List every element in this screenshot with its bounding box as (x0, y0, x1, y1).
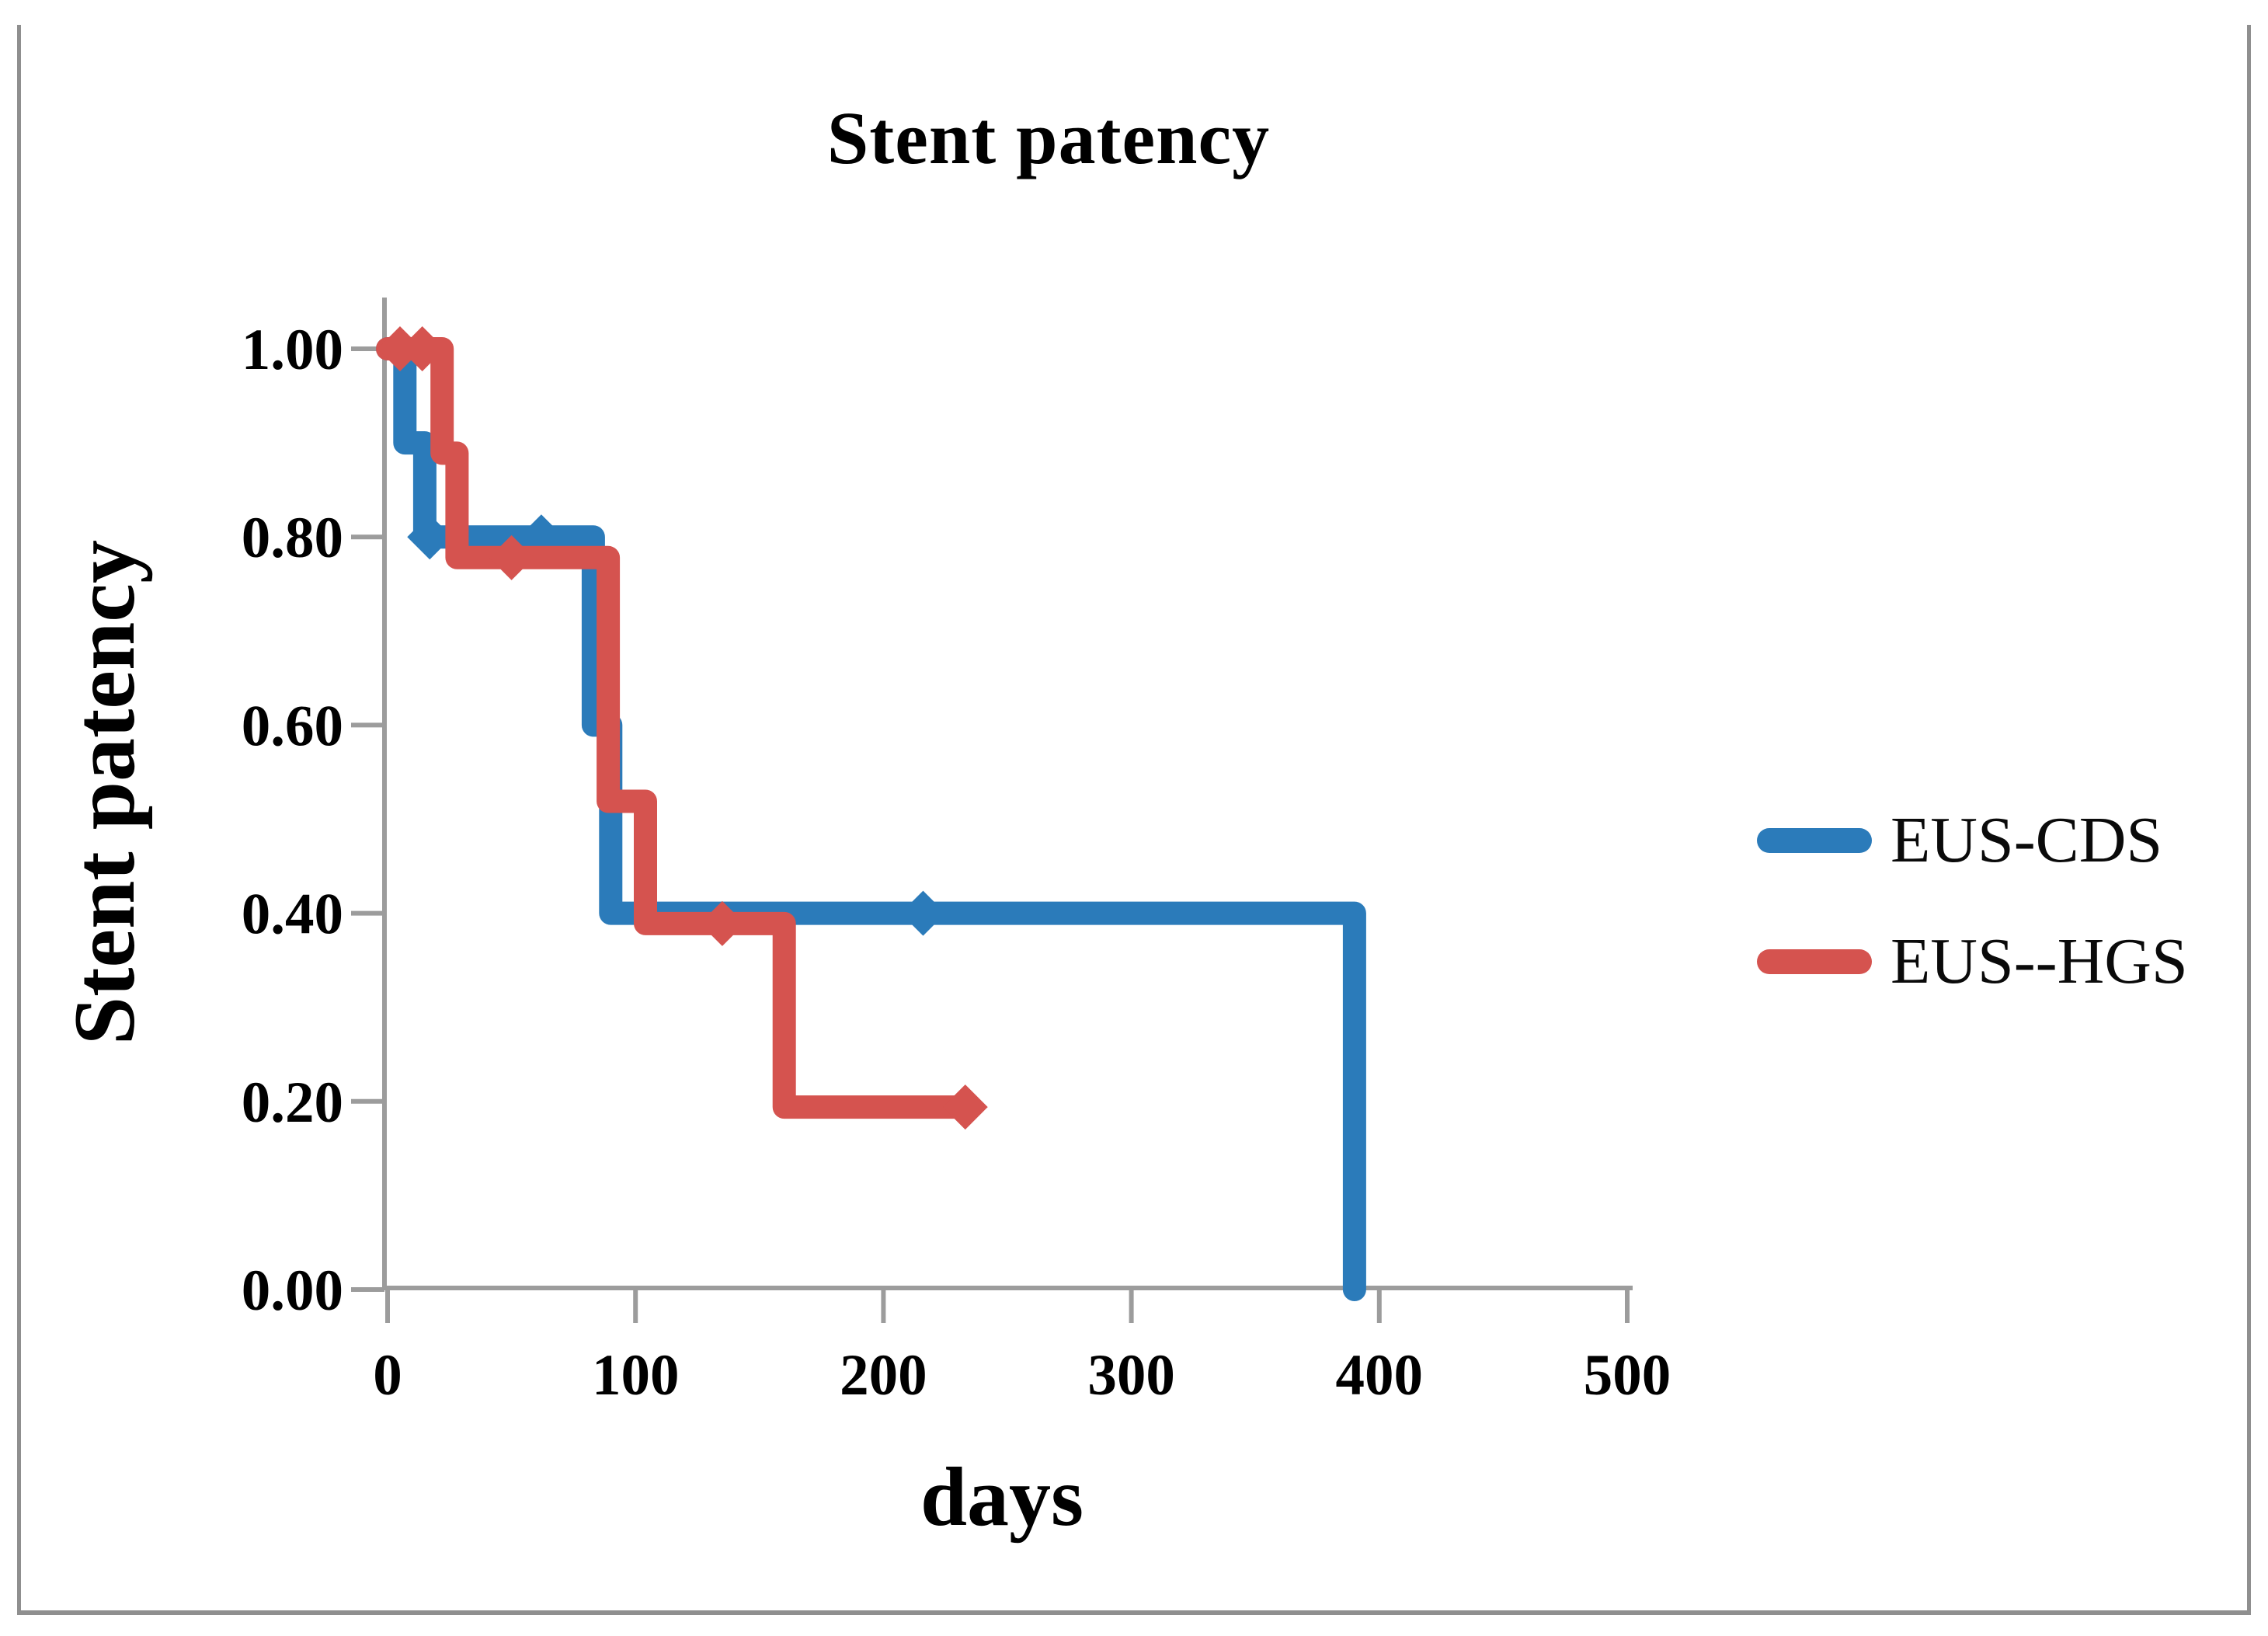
censor-marker-eus-cds (407, 514, 453, 560)
y-tick-label: 0.40 (242, 882, 343, 947)
y-tick-label: 1.00 (242, 318, 343, 382)
series-line-eus-cds (376, 337, 1366, 1301)
figure-border (17, 25, 2251, 1615)
x-tick-label: 400 (1336, 1343, 1424, 1408)
legend: EUS-CDS EUS--HGS (1757, 806, 2188, 996)
censor-marker-eus-hgs (699, 900, 745, 946)
legend-label-eus-cds: EUS-CDS (1891, 804, 2163, 876)
censor-marker-eus-hgs (399, 326, 445, 371)
y-tick-label: 0.20 (242, 1070, 343, 1135)
x-axis-title: days (920, 1451, 1084, 1544)
y-tick-label: 0.60 (242, 694, 343, 758)
x-tick-label: 300 (1087, 1343, 1175, 1408)
y-tick-label: 0.00 (242, 1258, 343, 1323)
legend-label-eus-hgs: EUS--HGS (1891, 925, 2188, 998)
y-tick-label: 0.80 (242, 506, 343, 570)
x-tick-label: 0 (373, 1343, 402, 1408)
chart-title: Stent patency (826, 96, 1271, 179)
censor-marker-eus-hgs (489, 534, 534, 580)
legend-swatch-eus-cds (1757, 828, 1872, 854)
x-tick-label: 500 (1584, 1343, 1671, 1408)
legend-swatch-eus-hgs (1757, 949, 1872, 975)
legend-item-eus-hgs: EUS--HGS (1757, 925, 2188, 998)
series-line-eus-hgs (376, 337, 977, 1119)
x-tick-label: 100 (592, 1343, 680, 1408)
legend-item-eus-cds: EUS-CDS (1757, 806, 2188, 875)
x-tick-label: 200 (840, 1343, 927, 1408)
censor-marker-eus-hgs (942, 1084, 988, 1130)
censor-marker-eus-cds (900, 890, 946, 936)
